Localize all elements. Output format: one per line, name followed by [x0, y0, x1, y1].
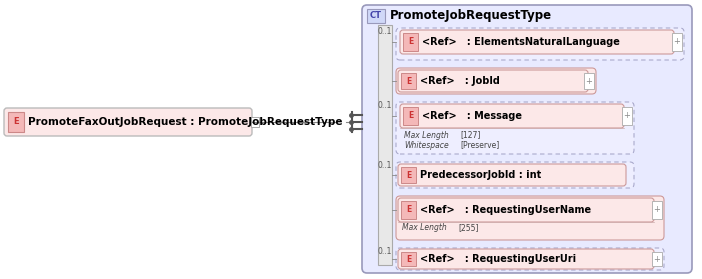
Text: E: E	[13, 117, 19, 126]
Bar	[251, 117, 259, 127]
Text: Max Length: Max Length	[402, 223, 446, 232]
Text: <Ref>   : ElementsNaturalLanguage: <Ref> : ElementsNaturalLanguage	[422, 37, 620, 47]
Text: E: E	[408, 112, 413, 121]
FancyBboxPatch shape	[398, 70, 588, 92]
FancyBboxPatch shape	[396, 196, 664, 240]
FancyBboxPatch shape	[396, 68, 596, 94]
Text: +: +	[623, 112, 630, 121]
Text: [127]: [127]	[460, 131, 480, 140]
Bar	[401, 201, 416, 219]
Text: +: +	[673, 37, 680, 47]
Text: <Ref>   : RequestingUserUri: <Ref> : RequestingUserUri	[420, 254, 576, 264]
Bar	[584, 73, 594, 89]
FancyBboxPatch shape	[396, 102, 634, 154]
FancyBboxPatch shape	[362, 5, 692, 273]
Text: E: E	[406, 254, 411, 263]
Text: PromoteFaxOutJobRequest : PromoteJobRequestType: PromoteFaxOutJobRequest : PromoteJobRequ…	[28, 117, 343, 127]
FancyBboxPatch shape	[400, 104, 624, 128]
Bar	[622, 107, 632, 125]
Text: +: +	[585, 76, 592, 85]
Text: E: E	[406, 170, 411, 179]
FancyBboxPatch shape	[4, 108, 252, 136]
Text: PredecessorJobId : int: PredecessorJobId : int	[420, 170, 541, 180]
Text: +: +	[654, 206, 661, 215]
Bar	[367, 9, 385, 23]
Bar	[401, 167, 416, 183]
Text: 0..1: 0..1	[378, 28, 392, 37]
Text: CT: CT	[370, 11, 382, 20]
Text: [Preserve]: [Preserve]	[460, 141, 499, 150]
Bar	[401, 252, 416, 266]
FancyBboxPatch shape	[398, 198, 654, 222]
Bar	[672, 33, 682, 51]
FancyBboxPatch shape	[396, 248, 664, 270]
FancyBboxPatch shape	[396, 28, 684, 60]
Text: <Ref>   : RequestingUserName: <Ref> : RequestingUserName	[420, 205, 591, 215]
Text: PromoteJobRequestType: PromoteJobRequestType	[390, 9, 552, 23]
Text: <Ref>   : Message: <Ref> : Message	[422, 111, 522, 121]
Bar	[403, 33, 418, 51]
Text: +: +	[654, 254, 661, 263]
Bar	[403, 107, 418, 125]
FancyBboxPatch shape	[396, 162, 634, 188]
Text: [255]: [255]	[458, 223, 479, 232]
Bar	[378, 25, 392, 265]
Bar	[652, 252, 662, 266]
Bar	[652, 201, 662, 219]
FancyBboxPatch shape	[400, 30, 674, 54]
Bar	[8, 112, 24, 132]
Text: E: E	[408, 37, 413, 47]
FancyBboxPatch shape	[398, 249, 654, 269]
Text: Whitespace: Whitespace	[404, 141, 449, 150]
Text: E: E	[406, 76, 411, 85]
Text: 0..1: 0..1	[378, 162, 392, 170]
Text: <Ref>   : JobId: <Ref> : JobId	[420, 76, 500, 86]
FancyBboxPatch shape	[398, 164, 626, 186]
Text: E: E	[406, 206, 411, 215]
Text: Max Length: Max Length	[404, 131, 449, 140]
Text: 0..1: 0..1	[378, 102, 392, 110]
Text: 0..1: 0..1	[378, 247, 392, 256]
Bar	[401, 73, 416, 89]
